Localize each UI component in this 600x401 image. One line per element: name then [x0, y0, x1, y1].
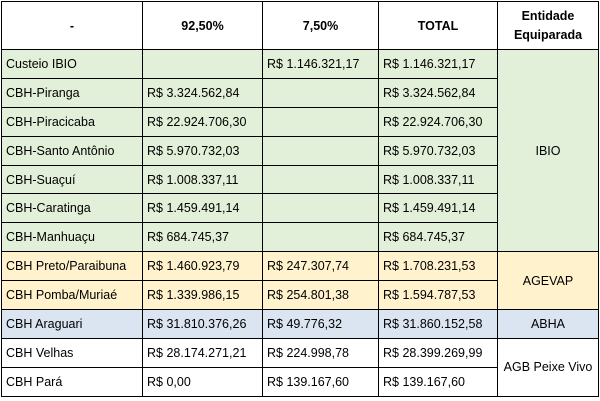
value-7: R$ 1.146.321,17: [262, 49, 379, 79]
value-92: R$ 3.324.562,84: [142, 77, 263, 108]
value-7: R$ 247.307,74: [262, 251, 379, 282]
value-total: R$ 139.167,60: [378, 366, 498, 397]
value-92: [142, 49, 263, 79]
row-name: CBH-Piracicaba: [1, 106, 143, 137]
header-total: TOTAL: [378, 1, 498, 50]
value-7: [262, 164, 379, 195]
value-92: R$ 31.810.376,26: [142, 309, 263, 339]
value-7: [262, 193, 379, 224]
header-entity: Entidade Equiparada: [497, 1, 599, 50]
header-dash: -: [1, 1, 143, 50]
value-total: R$ 31.860.152,58: [378, 309, 498, 339]
value-7: [262, 106, 379, 137]
row-name: CBH-Santo Antônio: [1, 135, 143, 166]
value-92: R$ 1.008.337,11: [142, 164, 263, 195]
row-name: CBH Pará: [1, 366, 143, 397]
value-7: [262, 135, 379, 166]
value-total: R$ 1.708.231,53: [378, 251, 498, 282]
row-name: CBH-Manhuaçu: [1, 222, 143, 253]
value-total: R$ 684.745,37: [378, 222, 498, 253]
row-name: CBH Araguari: [1, 309, 143, 339]
row-name: CBH Pomba/Muriaé: [1, 280, 143, 311]
value-7: R$ 224.998,78: [262, 337, 379, 368]
table-row: CBH Araguari R$ 31.810.376,26 R$ 49.776,…: [1, 309, 599, 339]
table-row: CBH-Piracicaba R$ 22.924.706,30 R$ 22.92…: [1, 106, 599, 137]
value-92: R$ 22.924.706,30: [142, 106, 263, 137]
row-name: CBH Preto/Paraibuna: [1, 251, 143, 282]
row-name: CBH-Suaçuí: [1, 164, 143, 195]
entity-agevap: AGEVAP: [497, 251, 599, 311]
row-name: Custeio IBIO: [1, 49, 143, 79]
value-92: R$ 1.459.491,14: [142, 193, 263, 224]
value-92: R$ 0,00: [142, 366, 263, 397]
table-row: CBH Velhas R$ 28.174.271,21 R$ 224.998,7…: [1, 337, 599, 397]
value-7: [262, 222, 379, 253]
table-row: Custeio IBIO R$ 1.146.321,17 R$ 1.146.32…: [1, 48, 599, 253]
entity-agb-peixe-vivo: AGB Peixe Vivo: [497, 337, 599, 397]
header-7-percent: 7,50%: [262, 1, 379, 50]
value-92: R$ 684.745,37: [142, 222, 263, 253]
entity-ibio: IBIO: [497, 48, 599, 253]
table-row: CBH Preto/Paraibuna R$ 1.460.923,79 R$ 2…: [1, 251, 599, 311]
row-name: CBH Velhas: [1, 337, 143, 368]
value-total: R$ 1.146.321,17: [378, 49, 498, 79]
value-92: R$ 1.339.986,15: [142, 280, 263, 311]
value-7: R$ 49.776,32: [262, 309, 379, 339]
value-total: R$ 22.924.706,30: [378, 106, 498, 137]
entity-abha: ABHA: [497, 309, 599, 339]
header-row: - 92,50% 7,50% TOTAL Entidade Equiparada: [1, 1, 599, 50]
value-total: R$ 28.399.269,99: [378, 337, 498, 368]
value-total: R$ 1.459.491,14: [378, 193, 498, 224]
row-name: CBH-Piranga: [1, 77, 143, 108]
value-92: R$ 1.460.923,79: [142, 251, 263, 282]
value-total: R$ 3.324.562,84: [378, 77, 498, 108]
value-92: R$ 5.970.732,03: [142, 135, 263, 166]
value-total: R$ 1.594.787,53: [378, 280, 498, 311]
row-name: CBH-Caratinga: [1, 193, 143, 224]
value-total: R$ 5.970.732,03: [378, 135, 498, 166]
value-7: [262, 77, 379, 108]
value-7: R$ 254.801,38: [262, 280, 379, 311]
value-total: R$ 1.008.337,11: [378, 164, 498, 195]
header-92-percent: 92,50%: [142, 1, 263, 50]
value-7: R$ 139.167,60: [262, 366, 379, 397]
value-92: R$ 28.174.271,21: [142, 337, 263, 368]
